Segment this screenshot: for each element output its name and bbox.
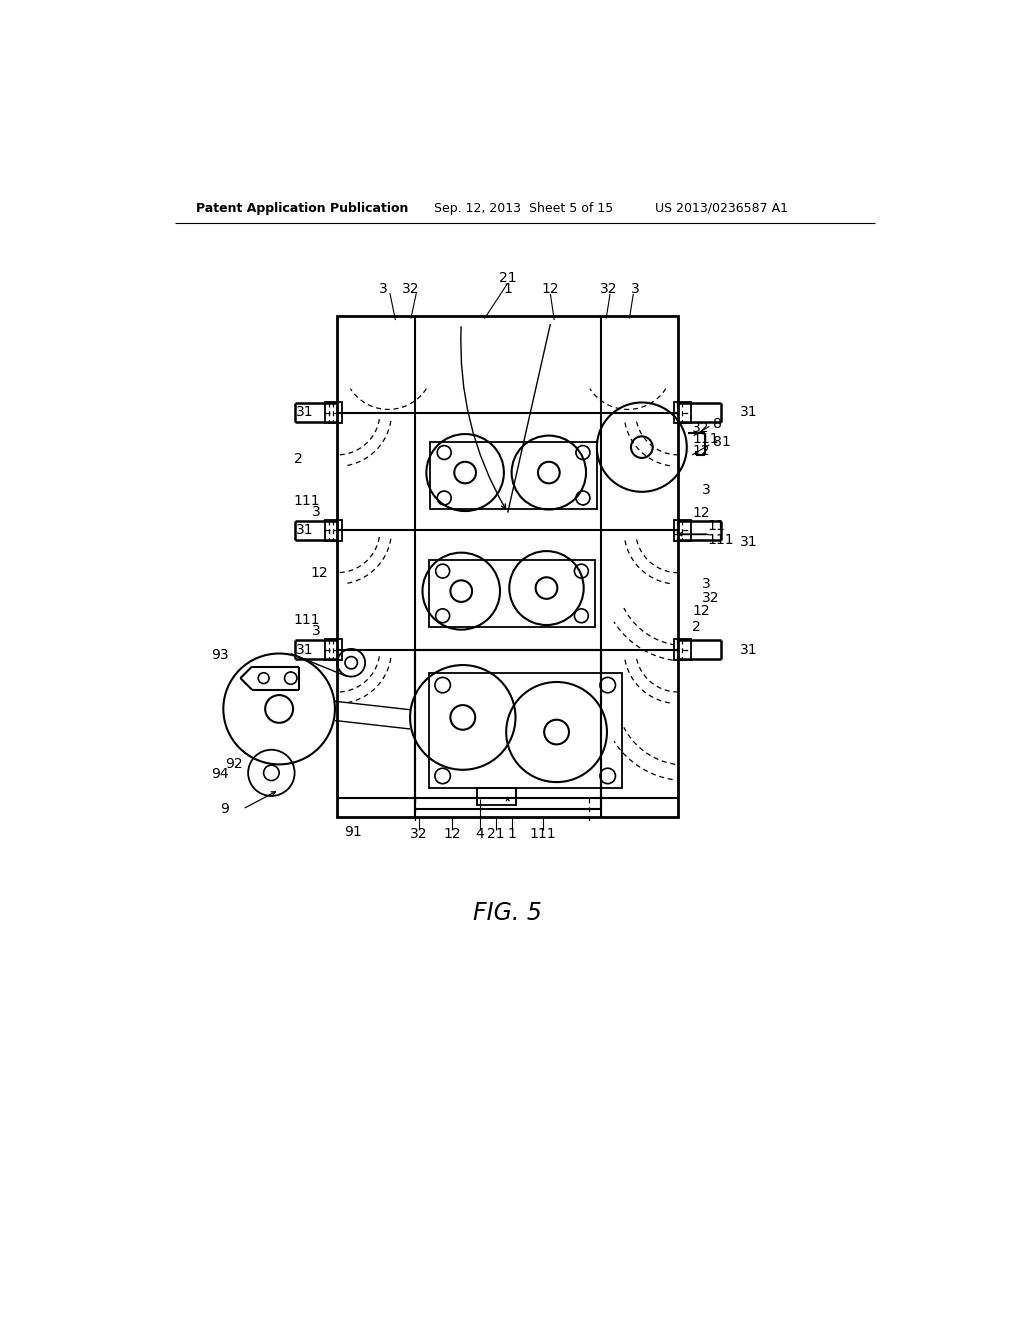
Text: 1: 1 xyxy=(504,282,512,296)
Bar xyxy=(325,639,342,660)
Text: 3: 3 xyxy=(631,282,640,296)
Bar xyxy=(337,317,678,817)
Bar xyxy=(429,560,595,627)
Text: FIG. 5: FIG. 5 xyxy=(473,902,542,925)
Text: 31: 31 xyxy=(296,523,314,537)
Text: 32: 32 xyxy=(410,828,427,841)
Text: 3: 3 xyxy=(311,504,321,519)
Text: 9: 9 xyxy=(220,803,228,816)
Text: 31: 31 xyxy=(740,405,758,420)
Text: 12: 12 xyxy=(692,507,710,520)
Text: 32: 32 xyxy=(692,421,710,434)
Bar xyxy=(429,673,622,788)
Text: 12: 12 xyxy=(692,605,710,618)
Text: Patent Application Publication: Patent Application Publication xyxy=(197,202,409,215)
Text: 12: 12 xyxy=(310,566,328,579)
Text: 91: 91 xyxy=(344,825,361,840)
Text: 31: 31 xyxy=(740,535,758,549)
Text: 21: 21 xyxy=(499,271,516,285)
Bar xyxy=(325,520,342,541)
Bar xyxy=(325,401,342,424)
Text: 32: 32 xyxy=(600,282,617,296)
Text: 31: 31 xyxy=(296,643,314,656)
Text: 4: 4 xyxy=(475,828,484,841)
Text: 94: 94 xyxy=(211,767,228,781)
Text: 111: 111 xyxy=(708,532,734,546)
Text: 93: 93 xyxy=(211,648,228,663)
Text: 3: 3 xyxy=(701,577,711,591)
Text: 12: 12 xyxy=(692,444,710,458)
Text: 3: 3 xyxy=(701,483,711,496)
Bar xyxy=(415,649,601,809)
Text: 12: 12 xyxy=(443,828,461,841)
Text: 81: 81 xyxy=(713,434,731,449)
Bar xyxy=(674,639,690,660)
Text: 92: 92 xyxy=(225,756,243,771)
Text: 31: 31 xyxy=(296,405,314,420)
Text: 1: 1 xyxy=(507,828,516,841)
Text: 3: 3 xyxy=(311,624,321,638)
Bar xyxy=(674,520,690,541)
Bar xyxy=(430,442,597,508)
Bar xyxy=(674,401,690,424)
Text: 111: 111 xyxy=(692,433,719,446)
Text: 2: 2 xyxy=(294,451,302,466)
Text: 21: 21 xyxy=(487,828,505,841)
Text: 8: 8 xyxy=(713,417,722,432)
Text: 12: 12 xyxy=(542,282,559,296)
Text: 11: 11 xyxy=(708,520,725,533)
Text: 31: 31 xyxy=(740,643,758,656)
Text: 3: 3 xyxy=(379,282,388,296)
Text: Sep. 12, 2013  Sheet 5 of 15: Sep. 12, 2013 Sheet 5 of 15 xyxy=(434,202,613,215)
Text: 111: 111 xyxy=(294,614,321,627)
Text: 111: 111 xyxy=(294,494,321,508)
Bar xyxy=(477,788,515,805)
Text: 32: 32 xyxy=(701,591,719,605)
Text: 2: 2 xyxy=(692,619,701,634)
Text: 32: 32 xyxy=(402,282,420,296)
Text: 111: 111 xyxy=(529,828,556,841)
Text: US 2013/0236587 A1: US 2013/0236587 A1 xyxy=(655,202,788,215)
